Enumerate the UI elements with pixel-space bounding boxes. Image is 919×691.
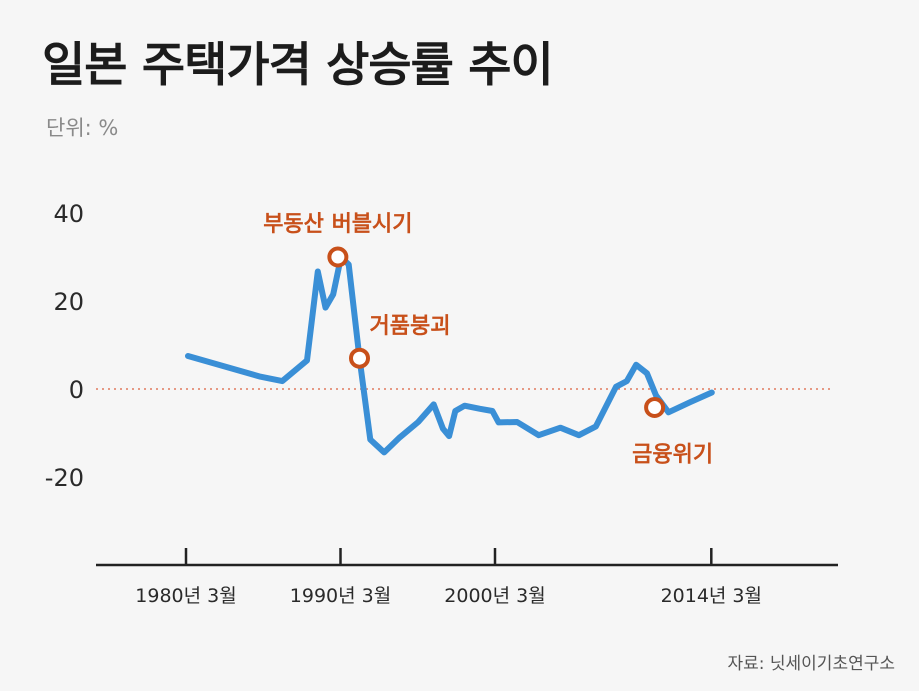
x-tick-label: 2000년 3월 [444, 585, 545, 607]
annotation-label: 부동산 버블시기 [263, 212, 412, 237]
y-tick-label: 20 [53, 288, 84, 316]
x-tick-label: 2014년 3월 [661, 585, 762, 607]
y-tick-label: 0 [69, 376, 84, 404]
x-axis-ticks: 1980년 3월 1990년 3월 2000년 3월 2014년 3월 [135, 548, 762, 607]
annotation-marker [327, 246, 349, 268]
annotation-label: 거품붕괴 [370, 314, 451, 339]
annotation-label: 금융위기 [632, 442, 713, 467]
series-line [185, 254, 715, 456]
y-axis-ticks: 40 20 0 -20 [45, 200, 84, 492]
series-group [185, 254, 715, 456]
chart-title: 일본 주택가격 상승률 추이 [42, 38, 554, 93]
unit-label: 단위: % [46, 116, 119, 140]
source-note: 자료: 닛세이기초연구소 [727, 654, 895, 674]
x-tick-label: 1980년 3월 [135, 585, 236, 607]
y-tick-label: -20 [45, 464, 84, 492]
x-tick-label: 1990년 3월 [290, 585, 391, 607]
annotation-marker [349, 347, 371, 369]
annotation-marker [644, 396, 666, 418]
y-tick-label: 40 [53, 200, 84, 228]
